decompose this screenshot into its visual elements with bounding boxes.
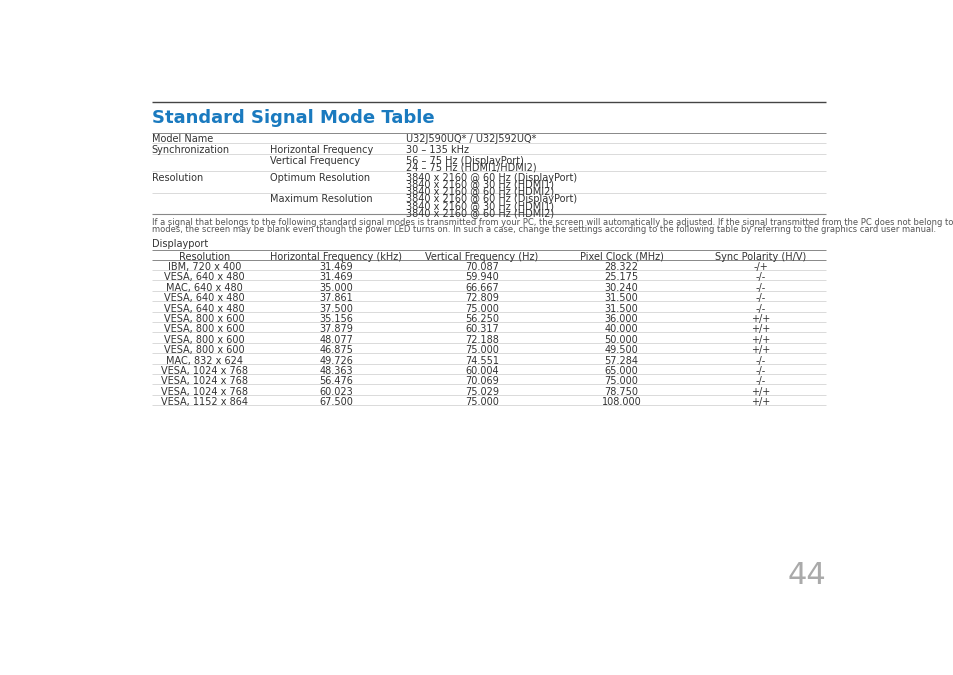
Text: 3840 x 2160 @ 30 Hz (HDMI1): 3840 x 2160 @ 30 Hz (HDMI1) [406,180,554,190]
Text: -/-: -/- [755,304,765,313]
Text: MAC, 640 x 480: MAC, 640 x 480 [166,283,243,293]
Text: U32J590UQ* / U32J592UQ*: U32J590UQ* / U32J592UQ* [406,134,536,144]
Text: +/+: +/+ [751,397,770,407]
Text: Vertical Frequency: Vertical Frequency [270,156,360,165]
Text: 49.500: 49.500 [604,345,638,355]
Text: VESA, 640 x 480: VESA, 640 x 480 [164,293,245,303]
Text: VESA, 1024 x 768: VESA, 1024 x 768 [161,366,248,376]
Text: 75.029: 75.029 [464,387,498,397]
Text: 3840 x 2160 @ 60 Hz (DisplayPort): 3840 x 2160 @ 60 Hz (DisplayPort) [406,173,577,183]
Text: modes, the screen may be blank even though the power LED turns on. In such a cas: modes, the screen may be blank even thou… [152,225,935,234]
Text: 25.175: 25.175 [604,272,638,282]
Text: VESA, 1024 x 768: VESA, 1024 x 768 [161,376,248,386]
Text: VESA, 640 x 480: VESA, 640 x 480 [164,304,245,313]
Text: 48.077: 48.077 [319,335,353,345]
Text: 30.240: 30.240 [604,283,638,293]
Text: 60.317: 60.317 [464,324,498,334]
Text: Displayport: Displayport [152,239,208,249]
Text: 75.000: 75.000 [464,304,498,313]
Text: 56.476: 56.476 [319,376,353,386]
Text: 48.363: 48.363 [319,366,353,376]
Text: 59.940: 59.940 [464,272,498,282]
Text: IBM, 720 x 400: IBM, 720 x 400 [168,262,241,272]
Text: 67.500: 67.500 [319,397,353,407]
Text: Model Name: Model Name [152,134,213,144]
Text: VESA, 800 x 600: VESA, 800 x 600 [164,345,245,355]
Text: 44: 44 [786,561,825,590]
Text: Horizontal Frequency: Horizontal Frequency [270,145,374,155]
Text: 31.469: 31.469 [319,272,353,282]
Text: VESA, 800 x 600: VESA, 800 x 600 [164,314,245,324]
Text: Horizontal Frequency (kHz): Horizontal Frequency (kHz) [270,252,402,262]
Text: 31.500: 31.500 [604,304,638,313]
Text: MAC, 832 x 624: MAC, 832 x 624 [166,356,243,365]
Text: 46.875: 46.875 [319,345,353,355]
Text: 31.500: 31.500 [604,293,638,303]
Text: 31.469: 31.469 [319,262,353,272]
Text: 78.750: 78.750 [604,387,638,397]
Text: Resolution: Resolution [178,252,230,262]
Text: Maximum Resolution: Maximum Resolution [270,194,373,205]
Text: 72.809: 72.809 [464,293,498,303]
Text: 40.000: 40.000 [604,324,638,334]
Text: -/-: -/- [755,366,765,376]
Text: 75.000: 75.000 [604,376,638,386]
Text: -/-: -/- [755,293,765,303]
Text: -/-: -/- [755,376,765,386]
Text: 70.087: 70.087 [464,262,498,272]
Text: VESA, 640 x 480: VESA, 640 x 480 [164,272,245,282]
Text: Sync Polarity (H/V): Sync Polarity (H/V) [715,252,805,262]
Text: 3840 x 2160 @ 60 Hz (DisplayPort): 3840 x 2160 @ 60 Hz (DisplayPort) [406,194,577,205]
Text: 72.188: 72.188 [464,335,498,345]
Text: VESA, 1024 x 768: VESA, 1024 x 768 [161,387,248,397]
Text: Resolution: Resolution [152,173,203,183]
Text: 24 – 75 Hz (HDMI1/HDMI2): 24 – 75 Hz (HDMI1/HDMI2) [406,163,536,173]
Text: Synchronization: Synchronization [152,145,230,155]
Text: 37.861: 37.861 [319,293,353,303]
Text: 3840 x 2160 @ 60 Hz (HDMI2): 3840 x 2160 @ 60 Hz (HDMI2) [406,186,554,196]
Text: 75.000: 75.000 [464,397,498,407]
Text: 36.000: 36.000 [604,314,638,324]
Text: Vertical Frequency (Hz): Vertical Frequency (Hz) [425,252,538,262]
Text: 70.069: 70.069 [464,376,498,386]
Text: 66.667: 66.667 [464,283,498,293]
Text: 49.726: 49.726 [319,356,353,365]
Text: +/+: +/+ [751,314,770,324]
Text: 60.023: 60.023 [319,387,353,397]
Text: 60.004: 60.004 [465,366,498,376]
Text: 35.156: 35.156 [319,314,353,324]
Text: 28.322: 28.322 [604,262,638,272]
Text: +/+: +/+ [751,345,770,355]
Text: Standard Signal Mode Table: Standard Signal Mode Table [152,109,434,128]
Text: -/-: -/- [755,283,765,293]
Text: +/+: +/+ [751,324,770,334]
Text: Optimum Resolution: Optimum Resolution [270,173,370,183]
Text: 74.551: 74.551 [464,356,498,365]
Text: -/-: -/- [755,356,765,365]
Text: VESA, 1152 x 864: VESA, 1152 x 864 [161,397,248,407]
Text: 57.284: 57.284 [604,356,638,365]
Text: 3840 x 2160 @ 30 Hz (HDMI1): 3840 x 2160 @ 30 Hz (HDMI1) [406,201,554,211]
Text: 35.000: 35.000 [319,283,353,293]
Text: VESA, 800 x 600: VESA, 800 x 600 [164,335,245,345]
Text: If a signal that belongs to the following standard signal modes is transmitted f: If a signal that belongs to the followin… [152,218,953,227]
Text: 37.500: 37.500 [319,304,353,313]
Text: 37.879: 37.879 [319,324,353,334]
Text: 30 – 135 kHz: 30 – 135 kHz [406,145,469,155]
Text: 3840 x 2160 @ 60 Hz (HDMI2): 3840 x 2160 @ 60 Hz (HDMI2) [406,208,554,218]
Text: VESA, 800 x 600: VESA, 800 x 600 [164,324,245,334]
Text: 56.250: 56.250 [464,314,498,324]
Text: +/+: +/+ [751,335,770,345]
Text: 108.000: 108.000 [601,397,640,407]
Text: 75.000: 75.000 [464,345,498,355]
Text: Pixel Clock (MHz): Pixel Clock (MHz) [578,252,662,262]
Text: -/+: -/+ [753,262,767,272]
Text: 56 – 75 Hz (DisplayPort): 56 – 75 Hz (DisplayPort) [406,156,523,165]
Text: 50.000: 50.000 [604,335,638,345]
Text: 65.000: 65.000 [604,366,638,376]
Text: -/-: -/- [755,272,765,282]
Text: +/+: +/+ [751,387,770,397]
